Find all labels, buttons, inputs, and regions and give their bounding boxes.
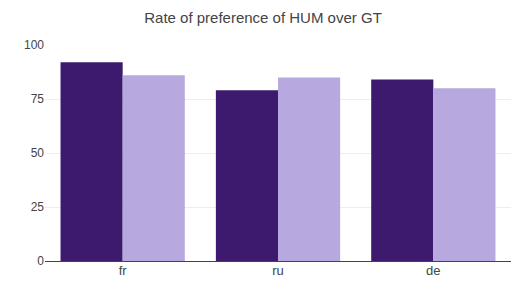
svg-text:75: 75 bbox=[31, 92, 45, 106]
svg-text:50: 50 bbox=[31, 146, 45, 160]
svg-text:Rate of preference of HUM over: Rate of preference of HUM over GT bbox=[144, 9, 382, 26]
svg-text:fr: fr bbox=[119, 263, 128, 278]
svg-text:25: 25 bbox=[31, 200, 45, 214]
svg-text:0: 0 bbox=[37, 254, 44, 268]
svg-text:100: 100 bbox=[24, 38, 44, 52]
svg-text:ru: ru bbox=[272, 263, 284, 278]
svg-text:de: de bbox=[426, 263, 440, 278]
